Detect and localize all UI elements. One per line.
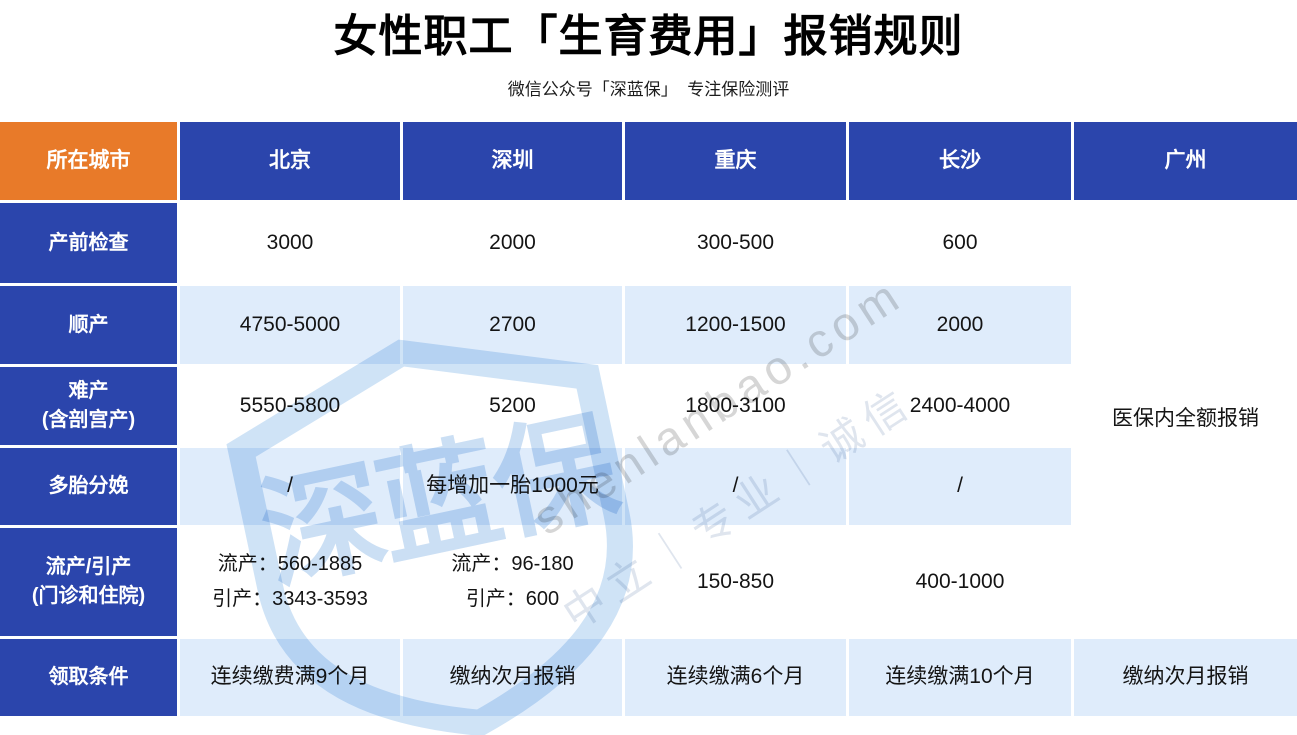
- table-cell: 缴纳次月报销: [403, 639, 622, 716]
- cell-line: 流产：560-1885: [217, 553, 363, 575]
- row-label-difficult-birth: 难产 (含剖宫产): [0, 367, 177, 445]
- table-cell: 连续缴满10个月: [849, 639, 1071, 716]
- reimbursement-table: 所在城市 北京 深圳 重庆 长沙 广州 产前检查 3000 2000 300-5…: [0, 122, 1297, 716]
- row-label-claim-conditions: 领取条件: [0, 639, 177, 716]
- guangzhou-merged-cell: 医保内全额报销: [1074, 203, 1297, 636]
- row-label-multiple-birth: 多胎分娩: [0, 448, 177, 525]
- column-header-shenzhen: 深圳: [403, 122, 622, 200]
- table-cell: 流产：560-1885 引产：3343-3593: [180, 528, 400, 636]
- page-subtitle: 微信公众号「深蓝保」 专注保险测评: [507, 79, 790, 99]
- page-title: 女性职工「生育费用」报销规则: [333, 12, 964, 61]
- table-cell: 2700: [403, 286, 622, 364]
- table-cell: 600: [849, 203, 1071, 283]
- table-cell: 流产：96-180 引产：600: [403, 528, 622, 636]
- table-cell: 150-850: [625, 528, 846, 636]
- table-cell: /: [180, 448, 400, 525]
- row-label-abortion-induction: 流产/引产 (门诊和住院): [0, 528, 177, 636]
- table-cell: 缴纳次月报销: [1074, 639, 1297, 716]
- column-header-beijing: 北京: [180, 122, 400, 200]
- row-label-text: 产前检查: [48, 231, 129, 254]
- column-header-chongqing: 重庆: [625, 122, 846, 200]
- table-cell: 400-1000: [849, 528, 1071, 636]
- table-cell: 300-500: [625, 203, 846, 283]
- cell-line: 引产：3343-3593: [212, 588, 368, 610]
- table-cell: 连续缴费满9个月: [180, 639, 400, 716]
- table-cell: 1800-3100: [625, 367, 846, 445]
- row-label-natural-birth: 顺产: [0, 286, 177, 364]
- table-cell: 5550-5800: [180, 367, 400, 445]
- row-label-text: 流产/引产: [45, 556, 132, 578]
- header: 女性职工「生育费用」报销规则 微信公众号「深蓝保」 专注保险测评: [0, 0, 1297, 100]
- row-label-prenatal-checkup: 产前检查: [0, 203, 177, 283]
- row-label-text: 顺产: [68, 313, 109, 336]
- table-cell: 4750-5000: [180, 286, 400, 364]
- row-label-text: 领取条件: [48, 666, 129, 688]
- table-cell: 2400-4000: [849, 367, 1071, 445]
- table-cell: 3000: [180, 203, 400, 283]
- table-cell: /: [625, 448, 846, 525]
- table-cell: /: [849, 448, 1071, 525]
- table-cell: 每增加一胎1000元: [403, 448, 622, 525]
- row-label-text: 多胎分娩: [48, 475, 129, 497]
- row-sublabel-text: (门诊和住院): [31, 585, 146, 607]
- table-cell: 2000: [403, 203, 622, 283]
- table-corner-header: 所在城市: [0, 122, 177, 200]
- column-header-changsha: 长沙: [849, 122, 1071, 200]
- table-cell: 2000: [849, 286, 1071, 364]
- column-header-guangzhou: 广州: [1074, 122, 1297, 200]
- row-sublabel-text: (含剖宫产): [41, 409, 136, 431]
- cell-line: 流产：96-180: [451, 553, 574, 575]
- cell-line: 引产：600: [465, 588, 560, 610]
- table-cell: 5200: [403, 367, 622, 445]
- table-cell: 连续缴满6个月: [625, 639, 846, 716]
- row-label-text: 难产: [68, 380, 109, 402]
- table-cell: 1200-1500: [625, 286, 846, 364]
